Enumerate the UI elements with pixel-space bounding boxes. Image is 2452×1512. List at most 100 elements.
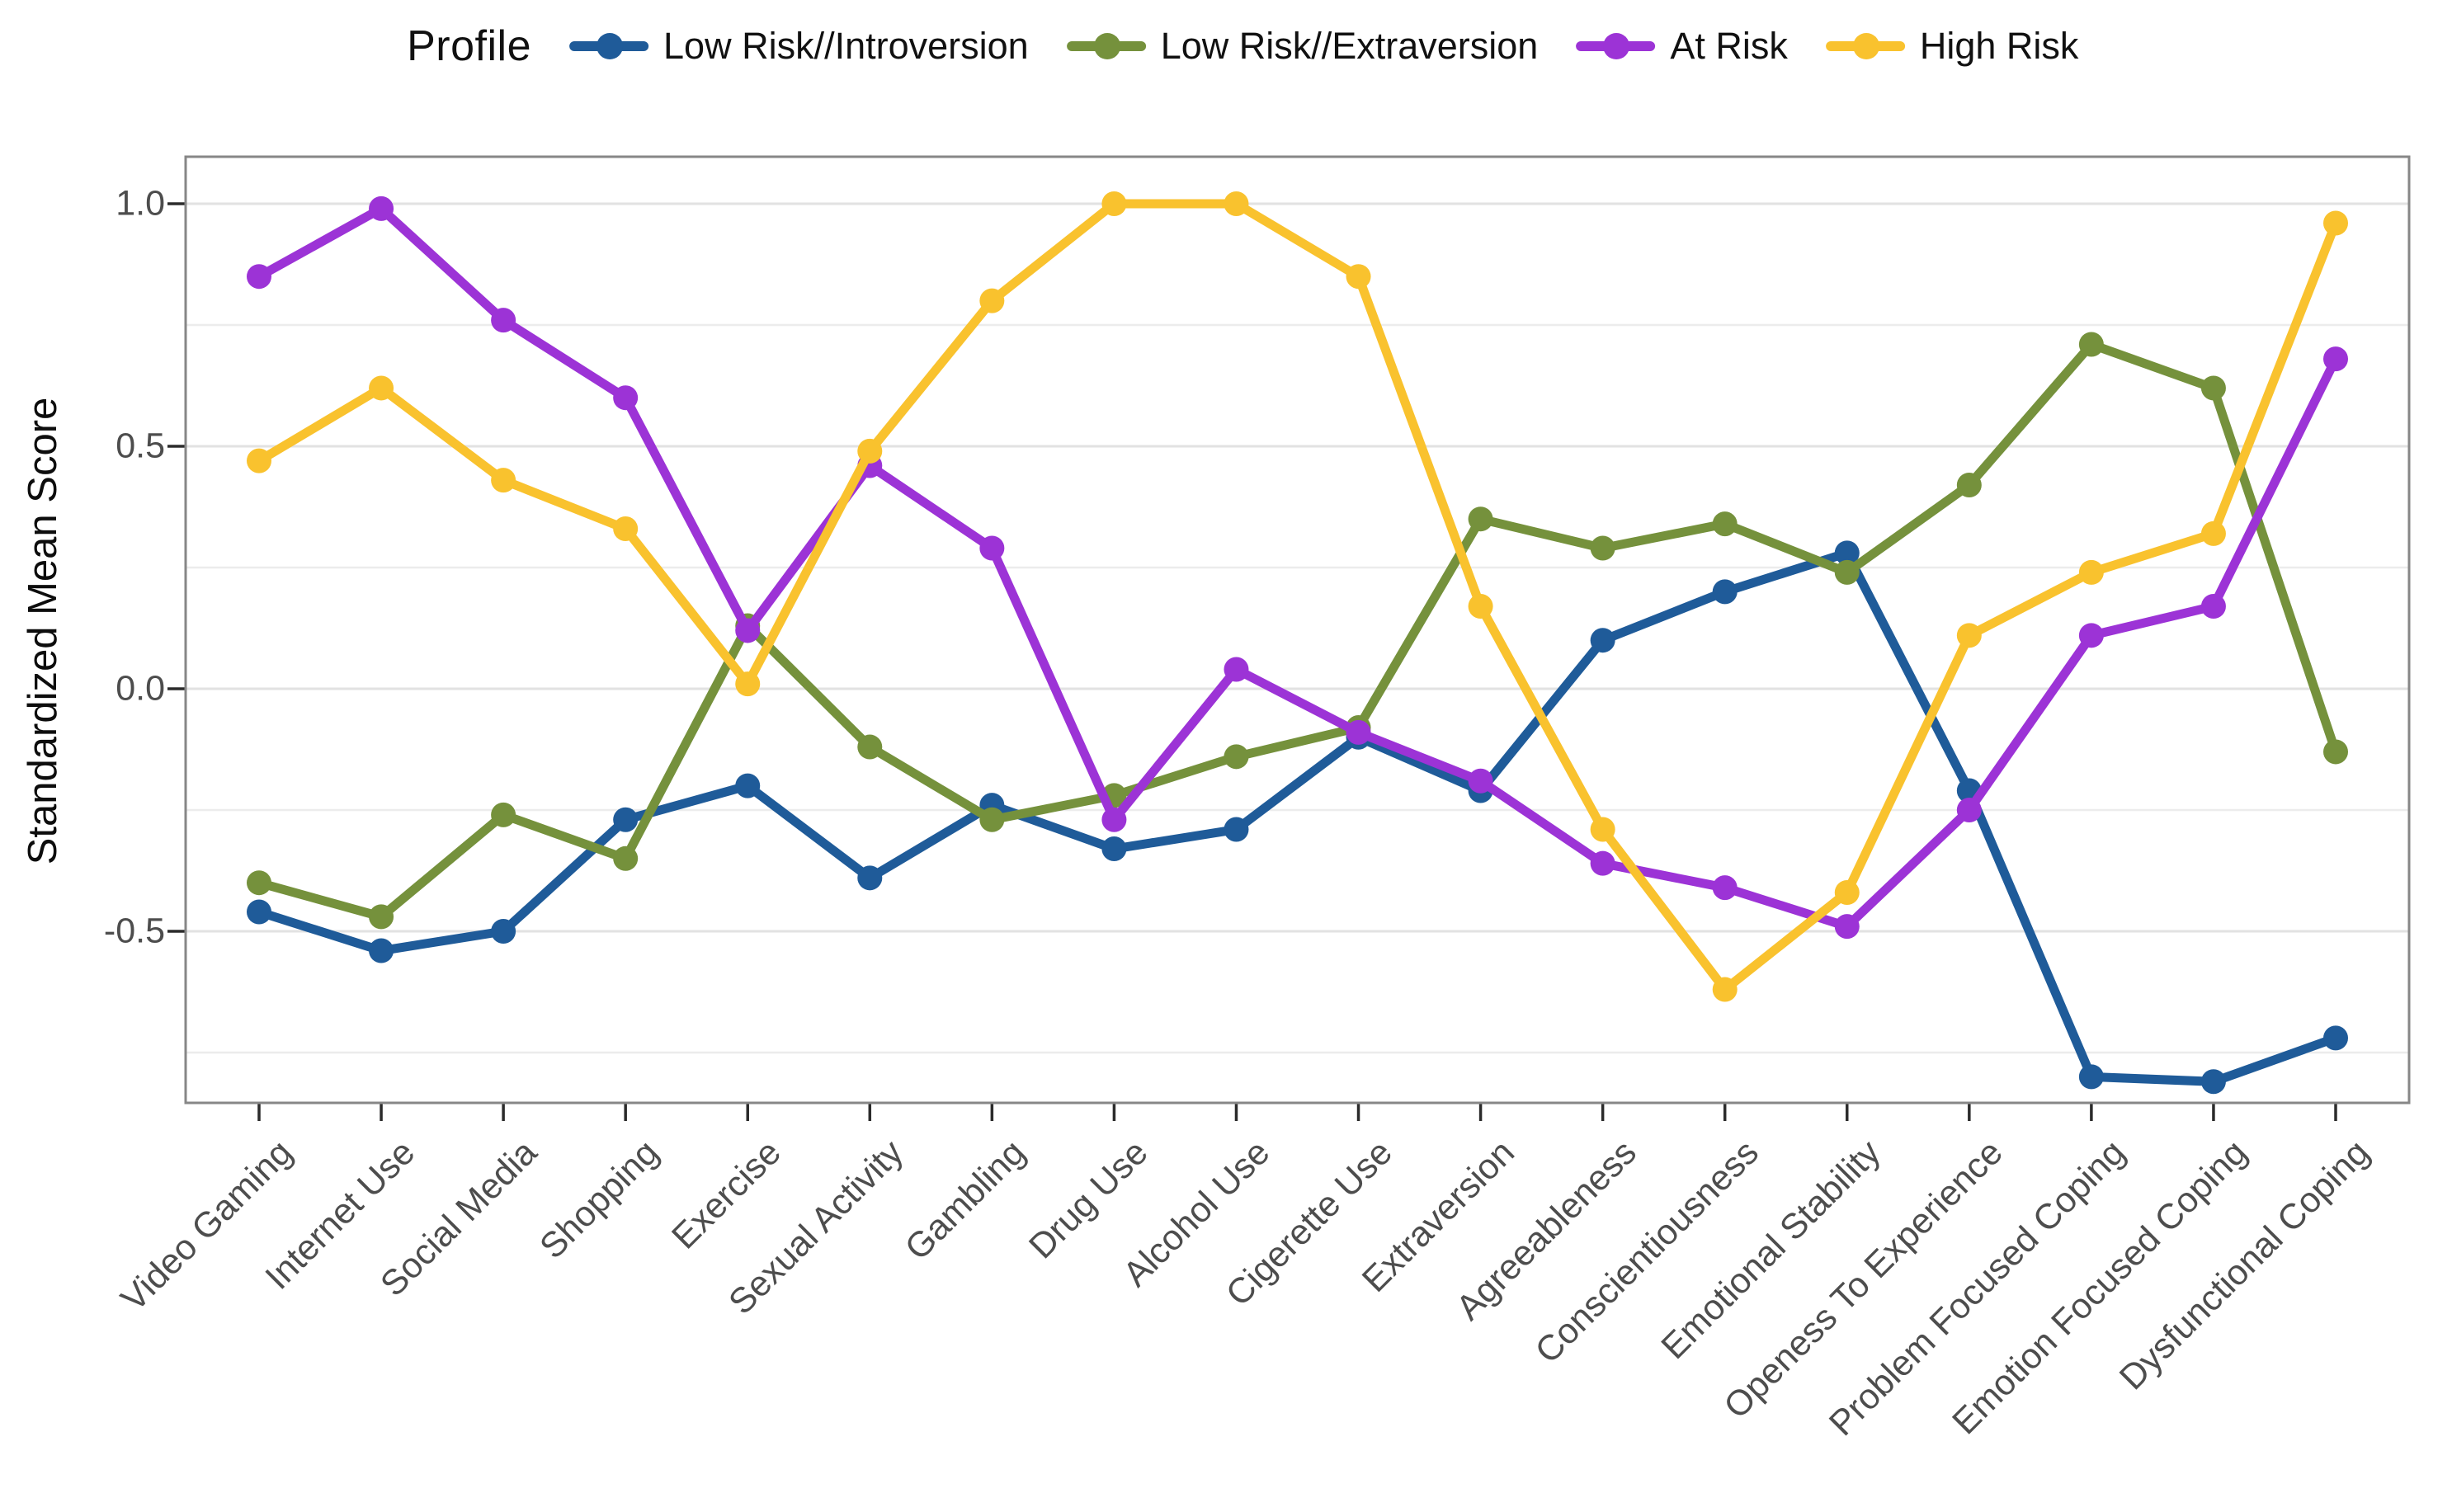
data-point [2078, 623, 2104, 648]
data-point [2078, 332, 2104, 357]
data-point [1712, 579, 1738, 605]
data-point [857, 438, 883, 464]
series-low-risk-extraversion [247, 332, 2348, 930]
data-point [1224, 191, 1249, 216]
data-point [247, 899, 271, 925]
y-tick-label: -0.5 [103, 911, 165, 951]
data-point [369, 938, 394, 963]
y-tick-label: 1.0 [116, 183, 165, 224]
data-point [2323, 1025, 2348, 1051]
legend-key-dot [596, 33, 624, 59]
plot-panel-border [184, 155, 2411, 1105]
legend-key-dot [1093, 33, 1120, 59]
axis-ticks [167, 202, 2337, 1121]
data-point [1956, 623, 1982, 648]
data-point [1590, 850, 1615, 876]
legend-item: Low Risk//Extraversion [1066, 25, 1539, 68]
y-tick-label: 0.5 [116, 426, 165, 466]
series-line [254, 548, 2341, 1086]
data-point [2323, 346, 2348, 372]
data-point [979, 535, 1005, 561]
legend: Profile Low Risk//Introversion Low Risk//… [407, 21, 2078, 71]
data-point [247, 870, 271, 896]
data-point [613, 385, 639, 411]
chart-series [247, 191, 2348, 1095]
data-point [613, 807, 639, 832]
data-point [247, 448, 271, 473]
data-point [1224, 817, 1249, 842]
legend-key-icon [1576, 32, 1656, 60]
data-point [1101, 807, 1127, 832]
legend-item: Low Risk//Introversion [569, 25, 1029, 68]
data-point [735, 618, 761, 643]
data-point [369, 375, 394, 401]
data-point [1956, 473, 1982, 498]
data-point [1224, 744, 1249, 770]
legend-item: High Risk [1825, 25, 2079, 68]
legend-title: Profile [407, 22, 532, 70]
data-point [491, 308, 516, 333]
data-point [613, 516, 639, 541]
series-at-risk [247, 195, 2348, 940]
data-point [1712, 511, 1738, 537]
series-line [254, 204, 2341, 931]
data-point [1834, 879, 1860, 905]
data-point [2078, 1064, 2104, 1090]
data-point [2323, 210, 2348, 236]
data-point [1834, 540, 1860, 566]
data-point [2078, 559, 2104, 585]
y-tick-label: 0.0 [116, 668, 165, 709]
data-point [1712, 875, 1738, 901]
series-line [254, 340, 2341, 921]
data-point [979, 807, 1005, 832]
data-point [1834, 559, 1860, 585]
legend-key-dot [1603, 33, 1630, 59]
series-line [254, 199, 2341, 995]
data-point [857, 734, 883, 760]
data-point [735, 671, 761, 697]
legend-key-icon [569, 32, 649, 60]
data-point [1712, 977, 1738, 1002]
data-point [2200, 375, 2226, 401]
legend-key-icon [1825, 32, 1905, 60]
data-point [2200, 1069, 2226, 1095]
legend-item-label: At Risk [1670, 25, 1788, 67]
series-high-risk [247, 191, 2348, 1002]
data-point [1468, 768, 1493, 794]
data-point [491, 919, 516, 944]
y-axis-title: Standardized Mean Score [21, 397, 65, 865]
data-point [1590, 817, 1615, 842]
data-point [2200, 594, 2226, 619]
data-point [613, 845, 639, 871]
data-point [1590, 535, 1615, 561]
data-point [2200, 520, 2226, 546]
data-point [1346, 264, 1371, 290]
data-point [1590, 628, 1615, 653]
legend-item-label: High Risk [1919, 25, 2079, 67]
data-point [1834, 914, 1860, 940]
data-point [1468, 506, 1493, 532]
data-point [857, 865, 883, 891]
data-point [247, 264, 271, 290]
legend-item-label: Low Risk//Introversion [663, 25, 1029, 67]
data-point [1101, 191, 1127, 216]
data-point [1101, 836, 1127, 862]
data-point [491, 802, 516, 827]
data-point [491, 468, 516, 493]
data-point [1468, 594, 1493, 619]
data-point [1956, 798, 1982, 822]
data-point [369, 904, 394, 930]
series-low-risk-introversion [247, 540, 2348, 1095]
gridlines [186, 202, 2409, 1054]
legend-item: At Risk [1576, 25, 1788, 68]
legend-key-dot [1852, 33, 1879, 59]
data-point [1346, 719, 1371, 745]
legend-item-label: Low Risk//Extraversion [1160, 25, 1539, 67]
data-point [2323, 739, 2348, 765]
data-point [369, 195, 394, 221]
data-point [1224, 657, 1249, 682]
data-point [735, 773, 761, 798]
data-point [979, 288, 1005, 313]
legend-key-icon [1066, 32, 1146, 60]
